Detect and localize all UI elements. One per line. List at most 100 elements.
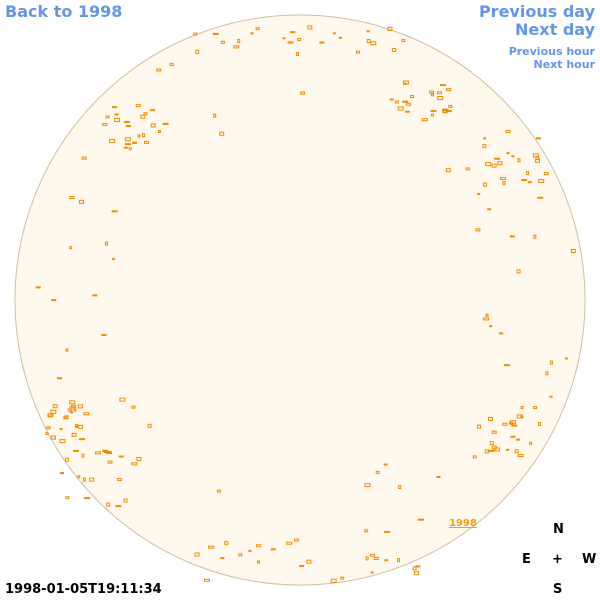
feature (502, 422, 508, 426)
feature (564, 357, 568, 360)
feature (270, 548, 276, 551)
feature (499, 177, 506, 181)
feature (506, 152, 510, 155)
feature (104, 241, 108, 246)
feature (485, 313, 489, 317)
feature (364, 483, 371, 488)
feature (147, 423, 152, 428)
feature (102, 123, 108, 127)
feature (46, 426, 51, 430)
feature (306, 559, 312, 564)
feature (489, 441, 494, 446)
feature (118, 455, 124, 458)
feature (57, 377, 63, 380)
feature (220, 557, 225, 560)
feature (429, 90, 435, 94)
feature (483, 317, 490, 321)
feature (535, 137, 541, 140)
feature (491, 163, 497, 168)
feature (135, 104, 141, 108)
feature (238, 553, 243, 557)
feature (535, 156, 540, 161)
feature (489, 325, 493, 328)
feature (415, 565, 421, 568)
feature (421, 118, 428, 122)
feature (520, 406, 524, 410)
feature (65, 457, 70, 462)
feature (499, 332, 504, 335)
feature (208, 545, 215, 549)
feature (516, 269, 521, 274)
feature (107, 460, 113, 464)
feature (204, 578, 211, 582)
previous-hour[interactable]: Previous hour (508, 45, 595, 58)
feature (549, 395, 553, 398)
feature (89, 477, 95, 482)
feature (520, 415, 524, 418)
feature (437, 96, 444, 101)
feature (103, 451, 108, 454)
feature (74, 425, 79, 428)
feature (69, 246, 73, 250)
feature (366, 30, 370, 33)
feature (505, 129, 511, 133)
feature (477, 424, 482, 429)
feature (319, 41, 325, 44)
feature (529, 441, 533, 445)
feature (83, 412, 90, 416)
feature (483, 137, 487, 140)
year-label[interactable]: 1998 (449, 518, 477, 529)
feature (114, 117, 121, 122)
feature (412, 566, 417, 571)
feature (365, 556, 369, 561)
feature (137, 134, 141, 138)
feature (143, 112, 148, 116)
feature (212, 33, 219, 36)
feature (472, 455, 477, 459)
feature (392, 47, 397, 52)
feature (340, 576, 345, 580)
feature (194, 552, 200, 557)
feature (107, 451, 112, 455)
compass-s: S (553, 582, 563, 597)
feature (81, 156, 87, 160)
feature (65, 348, 69, 352)
feature (389, 98, 394, 101)
feature (65, 496, 70, 500)
next-day[interactable]: Next day (515, 20, 595, 39)
feature (123, 498, 128, 503)
feature (448, 104, 453, 108)
feature (431, 113, 435, 117)
feature (537, 422, 541, 427)
feature (488, 416, 494, 421)
previous-day[interactable]: Previous day (478, 2, 595, 21)
feature (101, 334, 107, 337)
feature (131, 405, 136, 409)
feature (398, 485, 402, 490)
feature (493, 447, 500, 452)
feature (401, 39, 406, 43)
feature (111, 257, 115, 260)
feature (128, 147, 132, 151)
feature (545, 371, 549, 376)
feature (483, 182, 488, 187)
feature (132, 141, 138, 144)
feature (50, 409, 57, 414)
back-link[interactable]: Back to 1998 (5, 2, 123, 21)
feature (533, 406, 538, 410)
compass-center: + (552, 552, 563, 567)
feature (503, 364, 510, 367)
feature (402, 80, 409, 85)
next-hour[interactable]: Next hour (533, 58, 596, 71)
feature (330, 578, 337, 583)
feature (50, 435, 56, 440)
feature (162, 122, 169, 125)
feature (45, 431, 49, 435)
feature (156, 68, 162, 72)
feature (502, 181, 506, 186)
feature (487, 208, 492, 211)
feature (35, 286, 41, 289)
feature (526, 171, 530, 176)
feature (338, 36, 342, 39)
feature (300, 91, 306, 95)
